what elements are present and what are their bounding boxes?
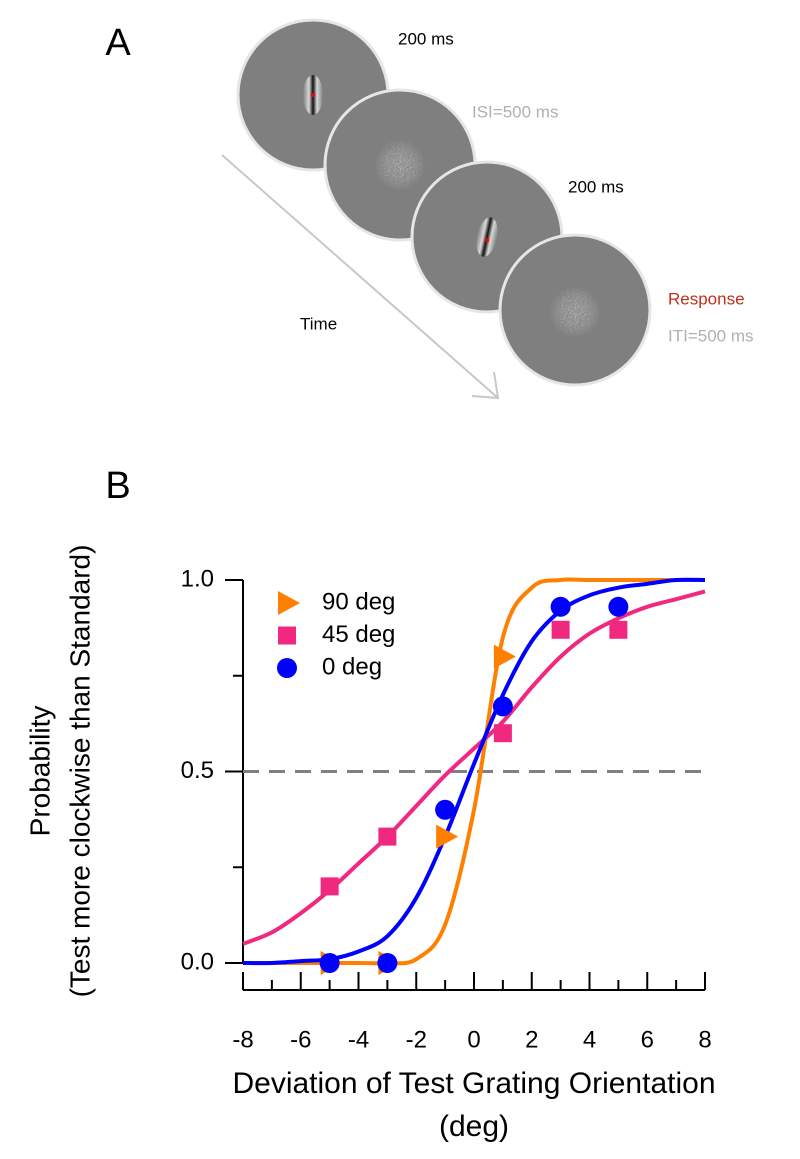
legend-marker xyxy=(278,626,296,645)
square-marker xyxy=(493,724,512,743)
circle-marker xyxy=(435,799,456,820)
legend-label: 45 deg xyxy=(322,621,395,648)
x-tick-label: -8 xyxy=(232,1026,253,1053)
panel-label: A xyxy=(105,22,131,64)
duration-label: 200 ms xyxy=(568,177,624,196)
triangle-marker xyxy=(493,644,516,669)
x-tick-label: 2 xyxy=(525,1026,538,1053)
x-tick-label: 4 xyxy=(583,1026,596,1053)
legend-label: 0 deg xyxy=(322,653,382,680)
x-tick-label: 0 xyxy=(467,1026,480,1053)
x-axis-label: (deg) xyxy=(439,1110,509,1143)
stimulus-4 xyxy=(498,233,652,387)
circle-marker xyxy=(608,596,629,617)
square-marker xyxy=(378,827,397,846)
circle-marker xyxy=(377,953,398,973)
duration-label: 200 ms xyxy=(398,29,454,48)
circle-marker xyxy=(492,696,513,717)
y-axis-label: Probability xyxy=(24,706,55,837)
fit-curve xyxy=(242,589,706,946)
square-marker xyxy=(609,620,628,639)
x-tick-label: -2 xyxy=(406,1026,427,1053)
triangle-marker xyxy=(436,824,459,849)
x-tick-label: -6 xyxy=(290,1026,311,1053)
time-arrow xyxy=(221,154,499,399)
legend-label: 90 deg xyxy=(322,588,395,615)
y-tick-label: 0.5 xyxy=(181,757,214,784)
arrow-head xyxy=(471,371,500,400)
isi-label: ISI=500 ms xyxy=(472,102,558,121)
panel-label: B xyxy=(105,465,130,507)
circle-marker xyxy=(550,596,571,617)
y-axis-label: (Test more clockwise than Standard) xyxy=(64,545,95,998)
legend-marker xyxy=(277,658,297,678)
y-tick-label: 0.0 xyxy=(181,948,214,975)
panel-a: A 200 ms ISI=500 ms 200 ms Response ITI=… xyxy=(105,18,754,400)
panel-b: B Deviation of Test Grating Orientation … xyxy=(24,465,715,1143)
square-marker xyxy=(320,877,339,896)
legend-marker xyxy=(278,591,300,615)
response-label: Response xyxy=(668,289,745,308)
y-tick-label: 1.0 xyxy=(181,565,214,592)
square-marker xyxy=(551,620,570,639)
circle-marker xyxy=(319,953,340,973)
x-axis-label: Deviation of Test Grating Orientation xyxy=(232,1067,715,1100)
x-tick-label: 6 xyxy=(641,1026,654,1053)
iti-label: ITI=500 ms xyxy=(668,326,754,345)
x-tick-label: -4 xyxy=(348,1026,369,1053)
x-tick-label: 8 xyxy=(698,1026,711,1053)
time-label: Time xyxy=(300,314,337,333)
